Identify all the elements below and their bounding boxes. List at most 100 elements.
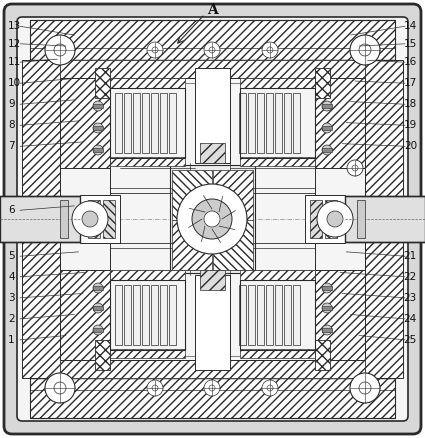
Text: 9: 9 [8, 99, 14, 109]
Bar [0, 196, 80, 242]
Circle shape [82, 211, 98, 227]
Circle shape [93, 145, 103, 155]
Circle shape [322, 123, 332, 133]
Bar [110, 157, 185, 166]
Bar [60, 270, 110, 360]
Bar [124, 93, 131, 153]
Text: 18: 18 [404, 99, 417, 109]
Circle shape [177, 184, 247, 254]
Bar [322, 126, 332, 130]
Bar [305, 195, 345, 243]
Bar [80, 195, 120, 243]
Circle shape [209, 385, 215, 391]
Circle shape [209, 47, 215, 53]
Bar [266, 285, 273, 345]
Bar [275, 93, 282, 153]
Bar [124, 285, 131, 345]
Circle shape [93, 283, 103, 293]
Bar [248, 285, 255, 345]
Bar [195, 68, 230, 163]
Circle shape [352, 165, 358, 171]
Bar [93, 148, 103, 152]
Bar [200, 270, 225, 290]
Text: 16: 16 [404, 57, 417, 67]
Text: 4: 4 [8, 272, 14, 282]
Bar [293, 93, 300, 153]
Bar [93, 306, 103, 310]
Text: 6: 6 [8, 205, 14, 215]
Bar [240, 270, 315, 280]
Circle shape [262, 380, 278, 396]
Bar [160, 285, 167, 345]
Text: 13: 13 [8, 21, 21, 31]
Bar [240, 88, 315, 158]
Bar [322, 286, 332, 290]
Bar [315, 68, 330, 98]
Circle shape [45, 373, 75, 403]
Bar [93, 328, 103, 332]
Bar [345, 196, 425, 242]
Bar [110, 349, 185, 358]
Circle shape [147, 42, 163, 58]
Text: 22: 22 [404, 272, 417, 282]
Text: 5: 5 [8, 251, 14, 261]
Bar [322, 104, 332, 108]
Bar [257, 93, 264, 153]
Text: 15: 15 [404, 39, 417, 49]
Circle shape [322, 101, 332, 111]
Circle shape [262, 42, 278, 58]
Bar [248, 93, 255, 153]
Text: 14: 14 [404, 21, 417, 31]
Text: 24: 24 [404, 314, 417, 324]
Bar [151, 93, 158, 153]
Circle shape [93, 123, 103, 133]
FancyBboxPatch shape [17, 17, 408, 421]
Text: 3: 3 [8, 293, 14, 303]
Bar [169, 285, 176, 345]
Bar [239, 285, 246, 345]
Bar [88, 200, 100, 238]
Bar [30, 20, 395, 60]
Bar [30, 378, 395, 418]
Bar [172, 170, 212, 220]
Text: 20: 20 [404, 141, 417, 151]
Bar [115, 285, 122, 345]
Bar [275, 285, 282, 345]
Bar [195, 275, 230, 370]
Bar [357, 200, 365, 238]
Circle shape [147, 380, 163, 396]
Bar [169, 93, 176, 153]
Circle shape [192, 199, 232, 239]
Bar [240, 78, 315, 88]
Bar [60, 60, 365, 78]
Circle shape [322, 325, 332, 335]
Bar [93, 286, 103, 290]
Text: 17: 17 [404, 78, 417, 88]
Bar [110, 88, 185, 158]
Bar [142, 285, 149, 345]
Bar [172, 220, 212, 270]
Circle shape [322, 145, 332, 155]
Circle shape [359, 44, 371, 56]
Text: 2: 2 [8, 314, 14, 324]
Bar [22, 60, 60, 378]
Text: 12: 12 [8, 39, 21, 49]
Bar [239, 93, 246, 153]
Bar [95, 68, 110, 98]
Text: 19: 19 [404, 120, 417, 130]
Bar [284, 93, 291, 153]
Bar [110, 280, 185, 350]
Bar [365, 60, 403, 378]
Bar [315, 78, 365, 168]
Circle shape [152, 385, 158, 391]
Bar [170, 165, 255, 273]
Circle shape [267, 47, 273, 53]
Circle shape [152, 47, 158, 53]
Bar [103, 200, 115, 238]
Bar [213, 220, 253, 270]
Text: 23: 23 [404, 293, 417, 303]
Bar [213, 170, 253, 220]
FancyBboxPatch shape [4, 4, 421, 434]
Bar [240, 349, 315, 358]
Bar [60, 200, 68, 238]
